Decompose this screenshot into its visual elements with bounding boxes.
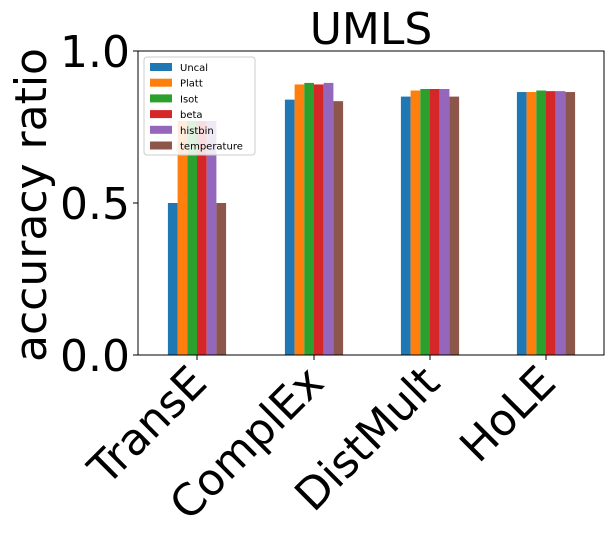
bar-isot-transe	[187, 120, 197, 355]
legend-label-temperature: temperature	[180, 142, 243, 153]
legend-label-uncal: Uncal	[180, 63, 208, 74]
legend-label-isot: Isot	[180, 94, 198, 105]
bar-temperature-transe	[216, 203, 227, 355]
legend-label-platt: Platt	[180, 79, 203, 90]
legend: Uncal Platt Isot beta histbin temperature	[143, 56, 256, 156]
bar-isot-hole	[536, 90, 546, 356]
legend-swatch-platt	[150, 78, 172, 87]
chart-title: UMLS	[310, 4, 433, 55]
legend-swatch-isot	[150, 94, 172, 103]
bar-temperature-hole	[565, 92, 576, 355]
bar-histbin-distmult	[439, 89, 450, 355]
legend-swatch-temperature	[150, 141, 172, 150]
legend-swatch-histbin	[150, 125, 172, 134]
bar-isot-distmult	[420, 89, 430, 355]
bar-platt-complex	[294, 84, 305, 355]
bar-uncal-distmult	[400, 96, 411, 355]
bar-beta-hole	[546, 91, 556, 356]
bar-histbin-transe	[206, 120, 217, 355]
legend-swatch-beta	[150, 110, 172, 119]
bar-isot-complex	[304, 82, 314, 356]
bar-platt-distmult	[410, 90, 421, 356]
bar-histbin-hole	[555, 91, 566, 356]
bar-platt-transe	[177, 120, 188, 355]
y-axis-label: accuracy ratio	[6, 48, 57, 362]
bar-uncal-hole	[516, 92, 527, 355]
y-tick-label: 0.0	[60, 331, 130, 382]
bar-temperature-distmult	[449, 96, 460, 355]
legend-label-beta: beta	[180, 110, 203, 121]
bar-uncal-complex	[284, 99, 295, 355]
legend-label-histbin: histbin	[180, 126, 214, 137]
bar-beta-distmult	[430, 89, 440, 355]
bar-histbin-complex	[323, 82, 334, 356]
bar-beta-complex	[314, 84, 324, 355]
bar-uncal-transe	[167, 203, 178, 355]
bar-beta-transe	[197, 120, 207, 355]
y-tick-label: 1.0	[60, 27, 130, 78]
bar-temperature-complex	[333, 101, 344, 355]
y-ticks-group: 0.0 0.5 1.0	[60, 27, 138, 382]
bar-platt-hole	[526, 92, 537, 355]
bars-group	[167, 82, 576, 356]
legend-swatch-uncal	[150, 63, 172, 71]
y-tick-label: 0.5	[60, 179, 130, 230]
x-tick-label: HoLE	[450, 357, 565, 472]
